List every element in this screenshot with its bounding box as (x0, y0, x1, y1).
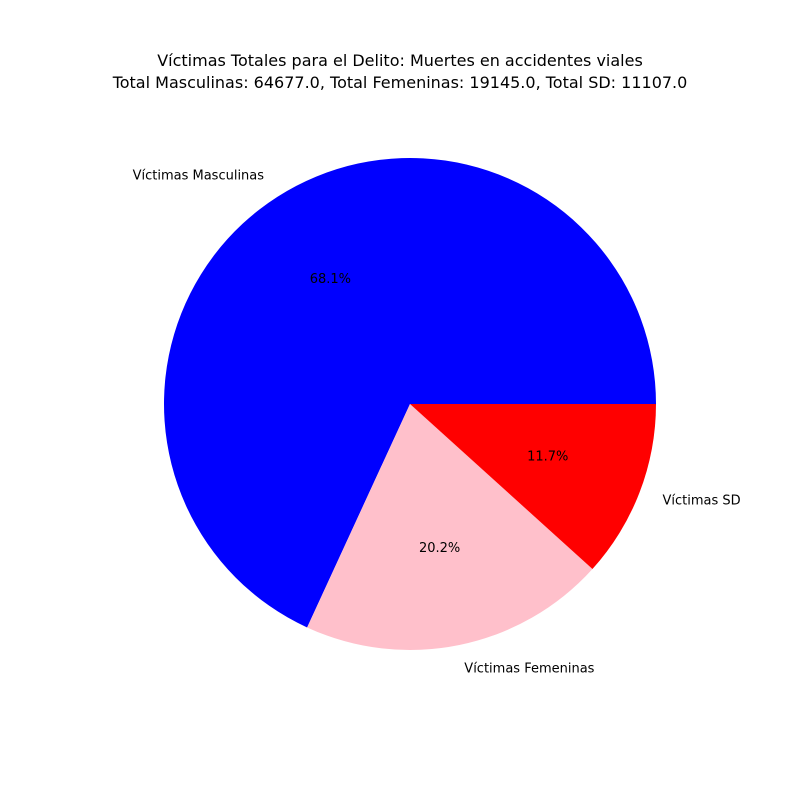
pie-category-label-0: Víctimas Masculinas (133, 169, 265, 184)
chart-subtitle: Total Masculinas: 64677.0, Total Femenin… (112, 73, 688, 92)
pie-pct-label-1: 20.2% (419, 541, 460, 556)
pie-slice-1 (307, 404, 593, 650)
pie-pct-label-2: 11.7% (527, 450, 568, 465)
chart-title: Víctimas Totales para el Delito: Muertes… (157, 51, 643, 70)
pie-slice-2 (410, 404, 656, 569)
pie-category-label-1: Víctimas Femeninas (464, 662, 594, 677)
pie-pct-label-0: 68.1% (310, 272, 351, 287)
pie-slice-0 (163, 157, 657, 628)
chart-title-block: Víctimas Totales para el Delito: Muertes… (0, 50, 800, 94)
pie-category-label-2: Víctimas SD (663, 494, 741, 509)
